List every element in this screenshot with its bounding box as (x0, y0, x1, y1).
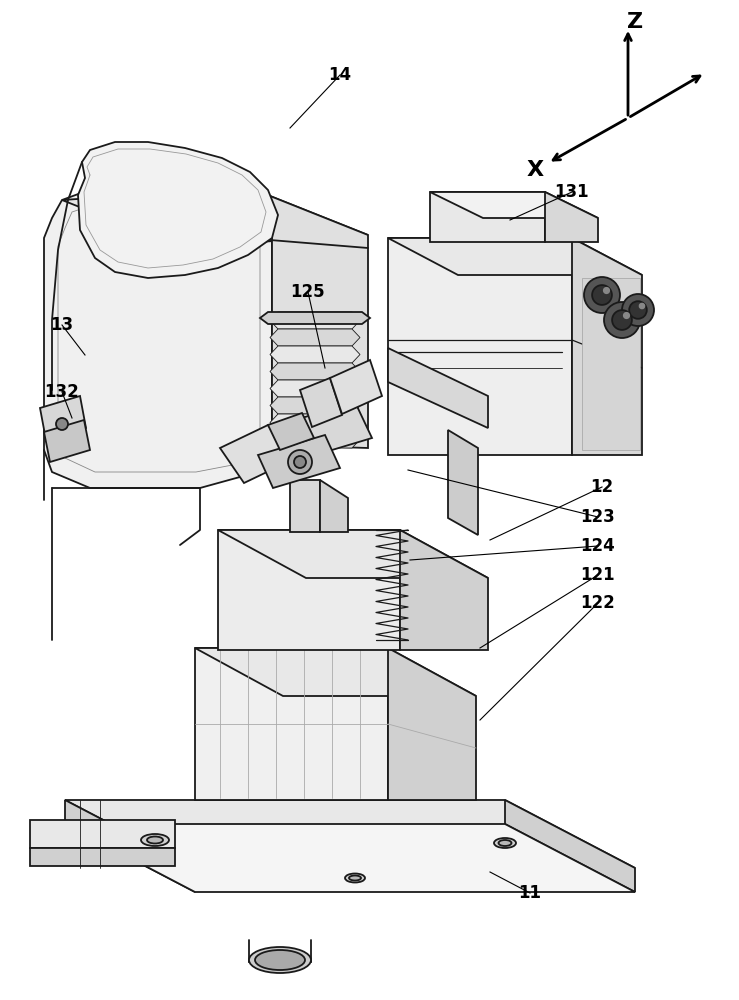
Polygon shape (388, 648, 476, 800)
Text: 131: 131 (555, 183, 589, 201)
Circle shape (622, 294, 654, 326)
Polygon shape (295, 402, 372, 456)
Polygon shape (330, 360, 382, 414)
Polygon shape (388, 348, 488, 428)
Polygon shape (270, 312, 360, 329)
Polygon shape (545, 192, 598, 242)
Polygon shape (44, 420, 90, 462)
Polygon shape (78, 142, 278, 278)
Text: X: X (526, 160, 544, 180)
Polygon shape (65, 800, 195, 892)
Polygon shape (220, 425, 292, 483)
Polygon shape (65, 824, 635, 892)
Polygon shape (30, 848, 175, 866)
Polygon shape (400, 530, 488, 650)
Circle shape (604, 288, 609, 293)
Polygon shape (44, 182, 272, 488)
Polygon shape (260, 312, 370, 324)
Polygon shape (195, 648, 476, 696)
Polygon shape (270, 431, 360, 448)
Ellipse shape (147, 836, 163, 844)
Ellipse shape (349, 876, 361, 880)
Polygon shape (320, 480, 348, 532)
Polygon shape (270, 363, 360, 380)
Polygon shape (430, 192, 545, 242)
Polygon shape (218, 530, 488, 578)
Polygon shape (62, 188, 368, 247)
Circle shape (629, 301, 647, 319)
Polygon shape (290, 480, 320, 532)
Polygon shape (270, 346, 360, 363)
Polygon shape (270, 414, 360, 431)
Ellipse shape (499, 840, 511, 846)
Text: 13: 13 (50, 316, 74, 334)
Text: Z: Z (627, 12, 643, 32)
Polygon shape (430, 192, 598, 218)
Polygon shape (270, 397, 360, 414)
Polygon shape (258, 435, 340, 488)
Polygon shape (65, 800, 635, 868)
Circle shape (584, 277, 620, 313)
Polygon shape (270, 380, 360, 397)
Circle shape (604, 302, 640, 338)
Circle shape (592, 285, 612, 305)
Polygon shape (300, 378, 342, 427)
Polygon shape (572, 238, 642, 455)
Circle shape (624, 313, 629, 318)
Text: 11: 11 (519, 884, 542, 902)
Polygon shape (270, 329, 360, 346)
Circle shape (639, 304, 644, 308)
Circle shape (294, 456, 306, 468)
Polygon shape (582, 278, 640, 450)
Polygon shape (388, 238, 572, 455)
Text: 14: 14 (328, 66, 352, 84)
Ellipse shape (255, 950, 305, 970)
Ellipse shape (249, 947, 311, 973)
Circle shape (288, 450, 312, 474)
Polygon shape (40, 396, 86, 440)
Polygon shape (30, 820, 175, 848)
Polygon shape (250, 188, 368, 448)
Circle shape (612, 310, 632, 330)
Polygon shape (195, 648, 388, 800)
Text: 124: 124 (581, 537, 616, 555)
Polygon shape (218, 530, 400, 650)
Text: 123: 123 (581, 508, 616, 526)
Text: 12: 12 (590, 478, 613, 496)
Text: 125: 125 (290, 283, 325, 301)
Text: 132: 132 (44, 383, 79, 401)
Text: 121: 121 (581, 566, 616, 584)
Ellipse shape (494, 838, 516, 848)
Polygon shape (505, 800, 635, 892)
Polygon shape (388, 238, 642, 275)
Text: 122: 122 (581, 594, 616, 612)
Polygon shape (268, 413, 314, 450)
Circle shape (56, 418, 68, 430)
Polygon shape (448, 430, 478, 535)
Ellipse shape (345, 874, 365, 882)
Ellipse shape (141, 834, 169, 846)
